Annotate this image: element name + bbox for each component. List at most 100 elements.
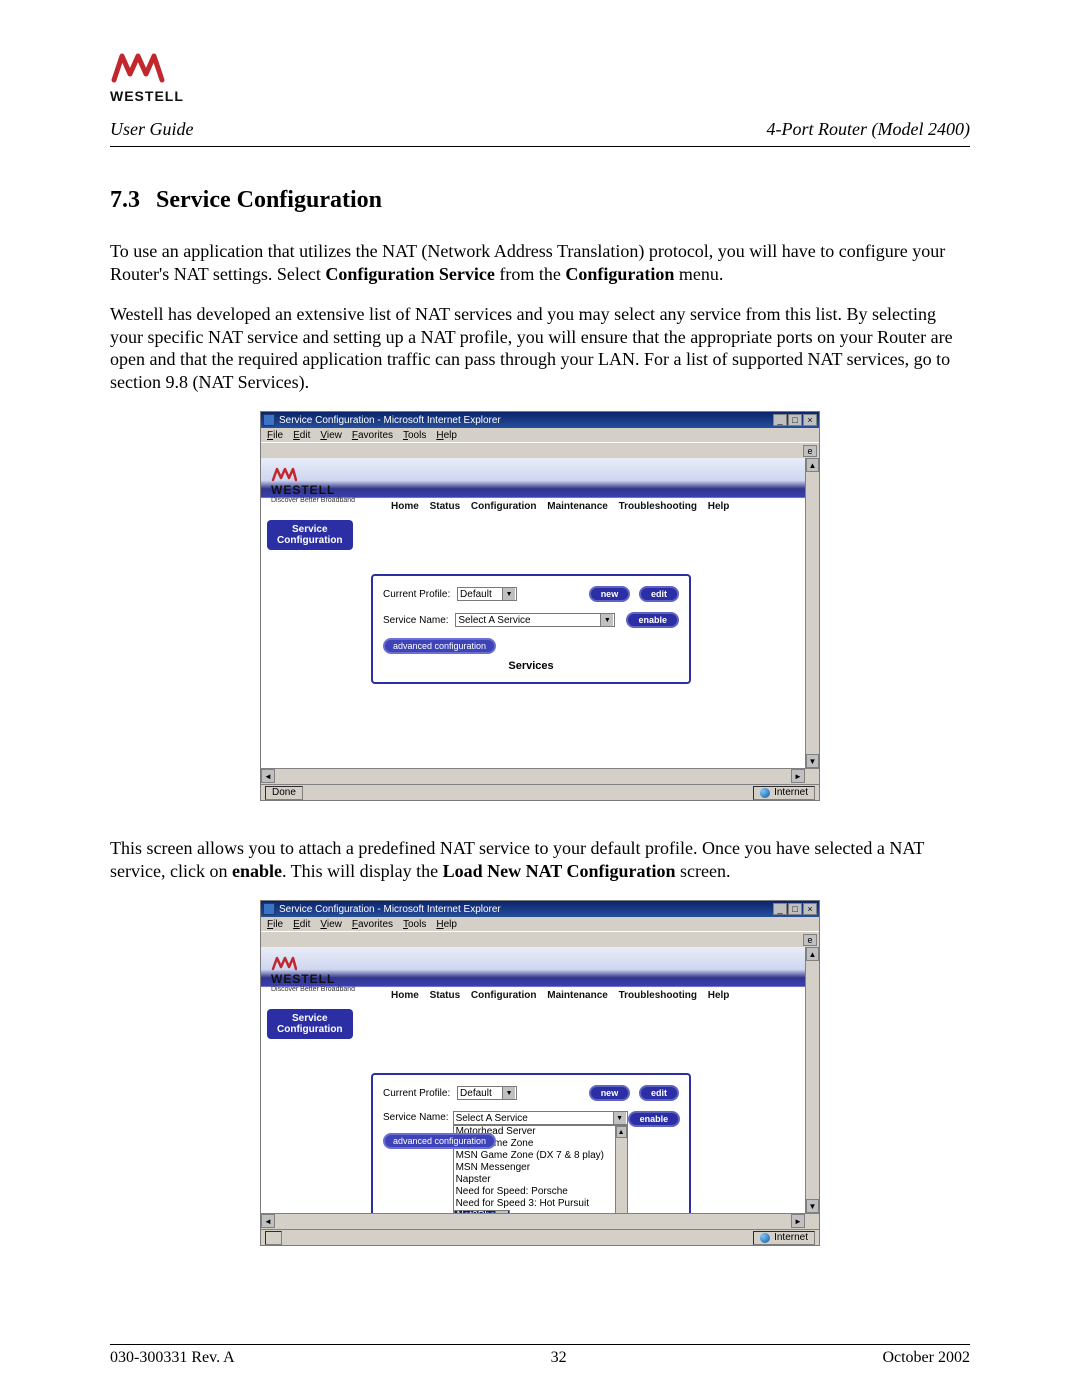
section-title: Service Configuration [156, 187, 382, 214]
dropdown-option[interactable]: Need for Speed 3: Hot Pursuit [454, 1198, 627, 1210]
nav-status[interactable]: Status [430, 990, 461, 1001]
ie-icon [263, 414, 275, 426]
service-name-select[interactable]: Select A Service [453, 1111, 628, 1125]
menu-favorites[interactable]: Favorites [352, 430, 393, 441]
status-zone: Internet [774, 787, 808, 798]
ie-icon [263, 903, 275, 915]
dropdown-option[interactable]: MSN Messenger [454, 1162, 627, 1174]
footer-page-number: 32 [551, 1349, 567, 1367]
dropdown-option[interactable]: Need for Speed: Porsche [454, 1186, 627, 1198]
edit-button[interactable]: edit [639, 586, 679, 602]
scroll-down-icon[interactable]: ▼ [806, 1199, 819, 1213]
vertical-scrollbar[interactable]: ▲▼ [805, 458, 819, 768]
menu-view[interactable]: View [320, 430, 342, 441]
nav-troubleshooting[interactable]: Troubleshooting [619, 501, 697, 512]
service-name-label: Service Name: [383, 615, 449, 626]
service-name-label: Service Name: [383, 1111, 449, 1123]
scroll-left-icon[interactable]: ◄ [261, 769, 275, 783]
nav-status[interactable]: Status [430, 501, 461, 512]
page-header: WESTELL User Guide 4-Port Router (Model … [110, 50, 970, 140]
paragraph-1: To use an application that utilizes the … [110, 240, 970, 285]
service-config-panel: Current Profile: Default new edit [371, 574, 691, 684]
scroll-up-icon[interactable]: ▲ [806, 458, 819, 472]
menu-help[interactable]: Help [436, 919, 457, 930]
router-nav: Home Status Configuration Maintenance Tr… [391, 501, 737, 512]
ie-toolbar: e [261, 442, 819, 458]
menu-favorites[interactable]: Favorites [352, 919, 393, 930]
status-done: Done [272, 787, 296, 798]
horizontal-scrollbar[interactable]: ◄► [261, 1213, 819, 1229]
advanced-configuration-button[interactable]: advanced configuration [383, 638, 496, 654]
menu-help[interactable]: Help [436, 430, 457, 441]
nav-configuration[interactable]: Configuration [471, 990, 537, 1001]
menu-file[interactable]: File [267, 430, 283, 441]
paragraph-2: Westell has developed an extensive list … [110, 303, 970, 393]
advanced-configuration-button[interactable]: advanced configuration [383, 1133, 496, 1149]
sidebar-tab-service-configuration[interactable]: Service Configuration [267, 520, 353, 550]
profile-label: Current Profile: [383, 589, 450, 600]
dropdown-option[interactable]: MSN Game Zone (DX 7 & 8 play) [454, 1150, 627, 1162]
service-name-select[interactable]: Select A Service [455, 613, 615, 627]
menu-edit[interactable]: Edit [293, 430, 310, 441]
scroll-up-icon[interactable]: ▲ [806, 947, 819, 961]
footer-right: October 2002 [882, 1349, 970, 1367]
minimize-button[interactable]: _ [773, 903, 787, 915]
nav-help[interactable]: Help [708, 501, 730, 512]
internet-zone-icon [760, 1233, 770, 1243]
router-logo: WESTELL Discover Better Broadband [271, 466, 355, 504]
close-button[interactable]: × [803, 414, 817, 426]
menu-tools[interactable]: Tools [403, 919, 426, 930]
ie-toolbar: e [261, 931, 819, 947]
section-number: 7.3 [110, 187, 150, 214]
scroll-right-icon[interactable]: ► [791, 1214, 805, 1228]
enable-button[interactable]: enable [628, 1111, 681, 1127]
router-nav: Home Status Configuration Maintenance Tr… [391, 990, 737, 1001]
nav-home[interactable]: Home [391, 501, 419, 512]
minimize-button[interactable]: _ [773, 414, 787, 426]
header-rule [110, 146, 970, 147]
menu-edit[interactable]: Edit [293, 919, 310, 930]
profile-select[interactable]: Default [457, 1086, 517, 1100]
menu-tools[interactable]: Tools [403, 430, 426, 441]
profile-label: Current Profile: [383, 1088, 450, 1099]
dropdown-option[interactable]: Napster [454, 1174, 627, 1186]
menu-view[interactable]: View [320, 919, 342, 930]
new-button[interactable]: new [589, 1085, 631, 1101]
nav-maintenance[interactable]: Maintenance [547, 501, 608, 512]
status-zone: Internet [774, 1232, 808, 1243]
screenshot-1: Service Configuration - Microsoft Intern… [260, 411, 820, 801]
ie-throbber-icon: e [803, 934, 817, 946]
new-button[interactable]: new [589, 586, 631, 602]
horizontal-scrollbar[interactable]: ◄► [261, 768, 819, 784]
menu-file[interactable]: File [267, 919, 283, 930]
close-button[interactable]: × [803, 903, 817, 915]
maximize-button[interactable]: □ [788, 903, 802, 915]
vertical-scrollbar[interactable]: ▲▼ [805, 947, 819, 1213]
window-title: Service Configuration - Microsoft Intern… [279, 904, 501, 915]
scroll-left-icon[interactable]: ◄ [261, 1214, 275, 1228]
section-heading: 7.3 Service Configuration [110, 187, 970, 214]
profile-select[interactable]: Default [457, 587, 517, 601]
ie-viewport: WESTELL Discover Better Broadband Home S… [261, 458, 819, 784]
edit-button[interactable]: edit [639, 1085, 679, 1101]
screenshot-2: Service Configuration - Microsoft Intern… [260, 900, 820, 1246]
ie-viewport: WESTELL Discover Better Broadband Home S… [261, 947, 819, 1229]
header-right-text: 4-Port Router (Model 2400) [767, 119, 970, 140]
sidebar-tab-service-configuration[interactable]: Service Configuration [267, 1009, 353, 1039]
ie-throbber-icon: e [803, 445, 817, 457]
nav-home[interactable]: Home [391, 990, 419, 1001]
westell-logo: WESTELL [110, 50, 184, 104]
ie-titlebar: Service Configuration - Microsoft Intern… [261, 901, 819, 917]
ie-menubar: File Edit View Favorites Tools Help [261, 917, 819, 931]
nav-configuration[interactable]: Configuration [471, 501, 537, 512]
maximize-button[interactable]: □ [788, 414, 802, 426]
nav-maintenance[interactable]: Maintenance [547, 990, 608, 1001]
ie-statusbar: Done Internet [261, 784, 819, 800]
enable-button[interactable]: enable [626, 612, 679, 628]
nav-troubleshooting[interactable]: Troubleshooting [619, 990, 697, 1001]
scroll-up-icon[interactable]: ▲ [616, 1126, 627, 1138]
scroll-down-icon[interactable]: ▼ [806, 754, 819, 768]
scroll-right-icon[interactable]: ► [791, 769, 805, 783]
nav-help[interactable]: Help [708, 990, 730, 1001]
internet-zone-icon [760, 788, 770, 798]
